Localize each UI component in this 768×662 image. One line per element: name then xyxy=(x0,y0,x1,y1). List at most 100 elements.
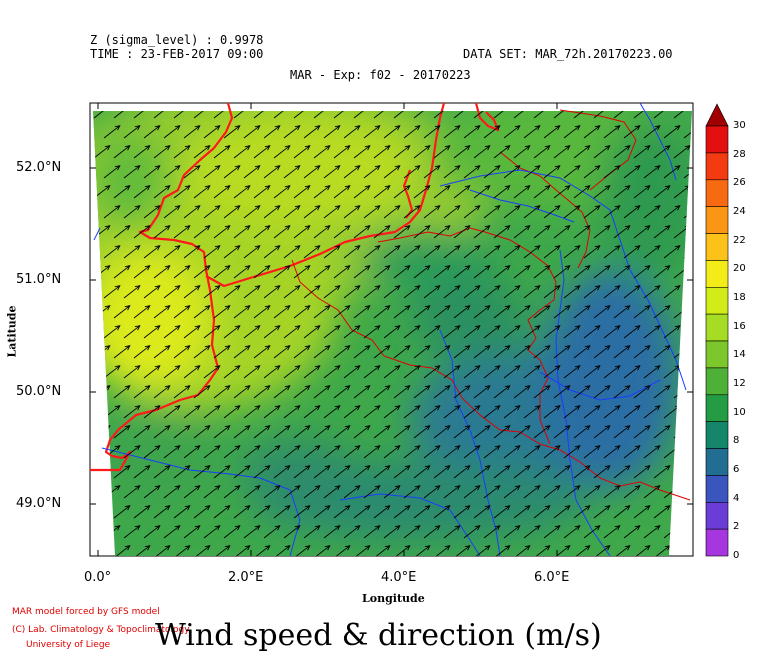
colorbar-label: 30 xyxy=(733,120,746,131)
wind-arrow-head xyxy=(354,485,361,491)
wind-arrow xyxy=(253,305,271,319)
wind-arrow-head xyxy=(695,286,700,291)
wind-arrow xyxy=(153,265,171,279)
wind-arrow-head xyxy=(614,365,621,371)
wind-arrow xyxy=(613,545,631,556)
wind-arrow-head xyxy=(484,385,491,391)
dataset-label: DATA SET: MAR_72h.20170223.00 xyxy=(463,47,673,61)
wind-arrow xyxy=(163,365,181,379)
wind-arrow xyxy=(273,465,291,479)
wind-arrow xyxy=(313,225,331,239)
wind-arrow xyxy=(213,305,231,319)
wind-arrow-head xyxy=(634,445,641,451)
wind-arrow xyxy=(233,505,251,519)
wind-arrow-head xyxy=(414,125,421,131)
wind-arrow xyxy=(523,405,541,419)
wind-arrow xyxy=(183,125,201,139)
colorbar-label: 2 xyxy=(733,521,740,533)
wind-arrow xyxy=(103,125,121,139)
wind-arrow-head xyxy=(434,405,441,411)
wind-arrow-head xyxy=(695,126,700,131)
wind-arrow xyxy=(663,205,681,219)
wind-arrow-head xyxy=(184,385,191,391)
wind-arrow-head xyxy=(664,505,671,511)
wind-arrow xyxy=(113,425,131,439)
wind-arrow-head xyxy=(464,425,471,431)
wind-arrow xyxy=(273,225,291,239)
wind-arrow xyxy=(613,265,631,279)
wind-arrow xyxy=(323,165,341,179)
wind-arrow xyxy=(313,505,331,519)
wind-arrow-head xyxy=(114,165,121,171)
wind-arrow-head xyxy=(324,465,331,471)
wind-arrow xyxy=(123,125,141,139)
wind-arrow-head xyxy=(464,545,471,551)
wind-arrow xyxy=(563,365,581,379)
wind-arrow xyxy=(603,165,621,179)
wind-arrow-head xyxy=(494,445,501,451)
wind-arrow-head xyxy=(224,425,231,431)
wind-arrow xyxy=(563,485,581,499)
wind-arrow xyxy=(553,385,571,399)
wind-arrow xyxy=(213,345,231,359)
wind-arrow xyxy=(413,305,431,319)
wind-arrow-head xyxy=(194,405,201,411)
y-axis-title: Latitude xyxy=(5,305,19,358)
wind-arrow xyxy=(613,385,631,399)
wind-arrow xyxy=(643,405,661,419)
wind-arrow-head xyxy=(464,345,471,351)
wind-arrow-head xyxy=(394,525,401,531)
wind-arrow-head xyxy=(324,545,331,551)
wind-arrow xyxy=(443,205,461,219)
wind-arrow-head xyxy=(494,165,501,171)
wind-arrow xyxy=(163,205,181,219)
wind-arrow-head xyxy=(174,285,181,291)
wind-arrow-head xyxy=(484,185,491,191)
wind-arrow xyxy=(243,405,261,419)
wind-arrow-head xyxy=(204,225,211,231)
wind-arrow xyxy=(623,205,641,219)
wind-arrow-head xyxy=(484,265,491,271)
wind-arrow-head xyxy=(564,385,571,391)
wind-arrow-head xyxy=(574,165,581,171)
wind-arrow-head xyxy=(274,285,281,291)
wind-arrow-head xyxy=(654,285,661,291)
wind-arrow-head xyxy=(524,465,531,471)
wind-arrow-head xyxy=(474,325,481,331)
wind-arrow-head xyxy=(434,285,441,291)
wind-arrow-head xyxy=(334,325,341,331)
wind-arrow xyxy=(523,325,541,339)
wind-arrow-head xyxy=(444,345,451,351)
wind-arrow xyxy=(493,185,511,199)
wind-arrow xyxy=(463,445,481,459)
wind-arrow xyxy=(483,485,501,499)
wind-arrow-head xyxy=(334,445,341,451)
wind-arrow-head xyxy=(604,385,611,391)
wind-arrow-head xyxy=(594,125,601,131)
wind-arrow xyxy=(273,185,291,199)
wind-arrow-head xyxy=(554,485,561,491)
wind-arrow xyxy=(133,345,151,359)
wind-arrow xyxy=(403,245,421,259)
wind-arrow-head xyxy=(504,225,511,231)
wind-arrow xyxy=(523,245,541,259)
wind-arrow-head xyxy=(134,285,141,291)
wind-arrow xyxy=(653,225,671,239)
wind-arrow xyxy=(583,485,601,499)
wind-arrow xyxy=(583,285,601,299)
wind-arrow-head xyxy=(294,525,301,531)
wind-arrow xyxy=(413,465,431,479)
wind-arrow-head xyxy=(384,185,391,191)
wind-arrow-head xyxy=(204,265,211,271)
wind-arrow-head xyxy=(294,445,301,451)
wind-arrow xyxy=(313,465,331,479)
wind-arrow xyxy=(403,525,421,539)
z-level-label: Z (sigma_level) : 0.9978 xyxy=(90,33,264,47)
wind-arrow xyxy=(223,205,241,219)
wind-arrow-head xyxy=(574,525,581,531)
wind-arrow-head xyxy=(614,325,621,331)
wind-arrow-head xyxy=(644,465,651,471)
wind-arrow-head xyxy=(484,505,491,511)
wind-arrow-head xyxy=(134,365,141,371)
wind-arrow-head xyxy=(604,225,611,231)
